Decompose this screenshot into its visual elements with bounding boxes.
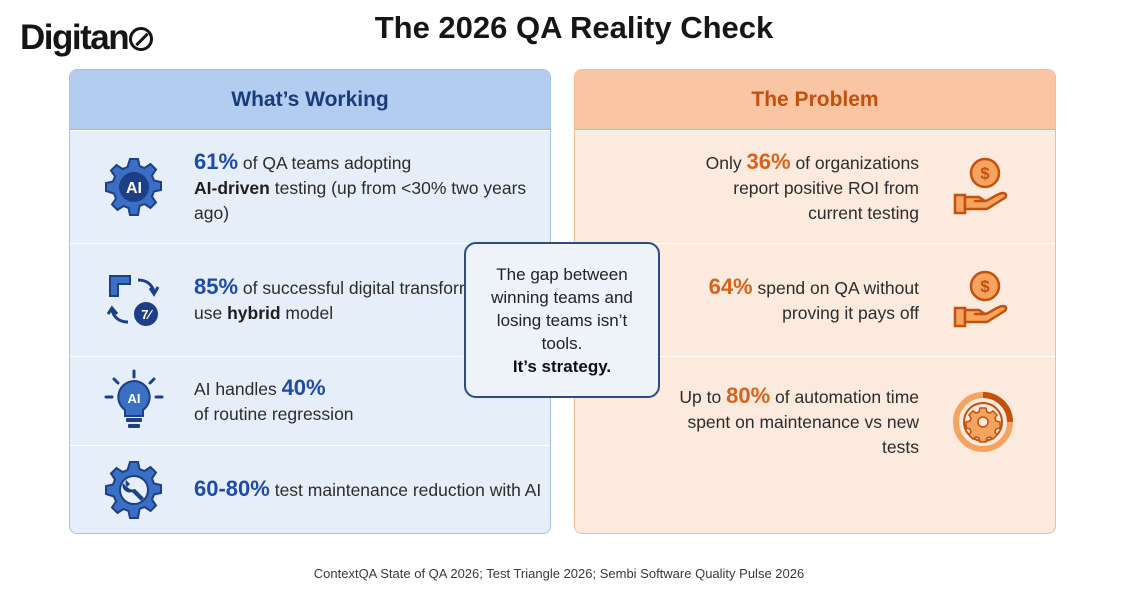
stat-value: 64% (708, 274, 753, 299)
working-item-text: 85% of successful digital transformation… (194, 274, 521, 323)
svg-text:AI: AI (128, 391, 141, 406)
stat-value: 61% (194, 148, 239, 174)
problem-item-automation: Up to 80% of automation time spent on ma… (575, 356, 1055, 486)
whats-working-heading: What’s Working (70, 70, 550, 130)
problem-item-roi: Only 36% of organizations report positiv… (575, 130, 1055, 243)
stat-value: 60-80% (194, 476, 270, 501)
svg-text:AI: AI (126, 180, 142, 197)
digitano-logo: Digitan (20, 16, 154, 60)
problem-item-text: Up to 80% of automation time spent on ma… (679, 383, 919, 457)
ai-gear-icon: AI (98, 151, 170, 223)
problem-item-text: Only 36% of organizations report positiv… (705, 148, 919, 223)
hand-coin-icon: $ (947, 151, 1019, 223)
strategy-callout: The gap between winning teams and losing… (464, 242, 660, 398)
the-problem-panel: The Problem Only 36% of organizations re… (574, 69, 1056, 534)
working-item-text: 60-80% test maintenance reduction with A… (194, 476, 542, 501)
hand-coin-icon: $ (947, 264, 1019, 336)
working-item-regression: AI AI handles 40% of routine regression (70, 356, 550, 445)
ai-lightbulb-icon: AI (98, 365, 170, 437)
page-title: The 2026 QA Reality Check (374, 10, 774, 45)
gear-wrench-icon (98, 454, 170, 526)
working-item-maintenance-reduction: 60-80% test maintenance reduction with A… (70, 445, 550, 533)
the-problem-heading: The Problem (575, 70, 1055, 130)
stat-value: 40% (281, 375, 326, 400)
problem-item-text: 64% spend on QA without proving it pays … (708, 274, 919, 323)
transformation-cycle-icon: 7⁄ (98, 264, 170, 336)
stat-value: 36% (746, 148, 791, 174)
problem-item-spend: 64% spend on QA without proving it pays … (575, 243, 1055, 356)
working-item-text: 61% of QA teams adopting AI-driven testi… (194, 148, 527, 223)
svg-text:$: $ (980, 164, 990, 183)
working-item-text: AI handles 40% of routine regression (194, 375, 354, 424)
sources-footer: ContextQA State of QA 2026; Test Triangl… (313, 566, 805, 581)
callout-text: The gap between winning teams and losing… (491, 264, 633, 353)
stat-value: 80% (726, 383, 771, 408)
working-item-hybrid-model: 7⁄ 85% of successful digital transformat… (70, 243, 550, 356)
callout-emphasis: It’s strategy. (512, 356, 612, 376)
svg-text:$: $ (980, 277, 990, 296)
whats-working-panel: What’s Working AI 61% of QA teams adopti… (69, 69, 551, 534)
svg-text:7⁄: 7⁄ (141, 307, 153, 322)
stat-value: 85% (194, 274, 239, 299)
maintenance-cycle-icon (947, 386, 1019, 458)
working-item-ai-adoption: AI 61% of QA teams adopting AI-driven te… (70, 130, 550, 243)
logo-o-icon (129, 27, 154, 51)
